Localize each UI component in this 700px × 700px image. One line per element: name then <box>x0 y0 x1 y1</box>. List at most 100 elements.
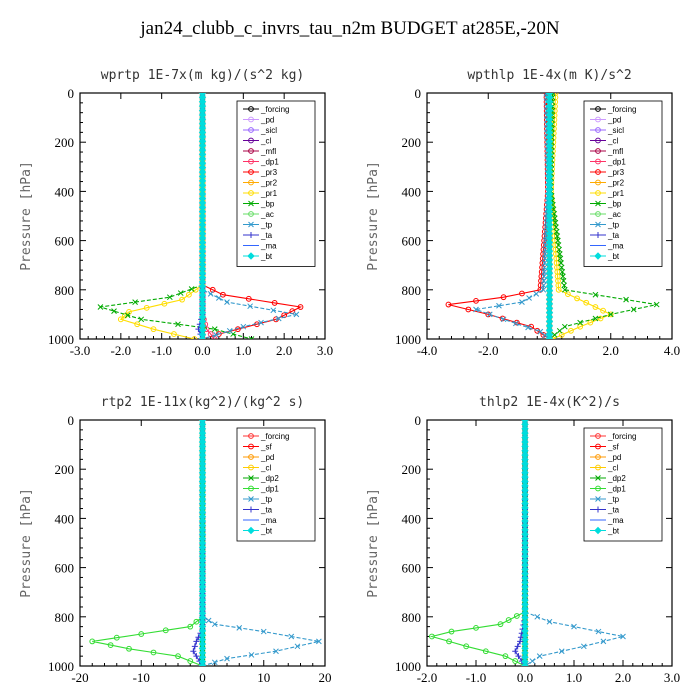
data-point-tp <box>540 278 547 284</box>
data-point-tp <box>595 628 602 635</box>
data-point-bp <box>124 312 131 319</box>
data-point-dp1 <box>89 638 96 645</box>
data-point-ta <box>190 648 197 655</box>
data-point-tp <box>293 311 300 318</box>
y-tick-label: 800 <box>55 283 75 298</box>
legend-label-forcing: _forcing <box>260 105 289 114</box>
data-point-bp <box>551 215 558 222</box>
legend: _forcing _pd_sicl _cl_mfl _dp1_pr3 _pr2_pr1 _… <box>236 100 316 267</box>
y-tick-label: 600 <box>55 561 75 576</box>
legend-label-sicl: _sicl <box>260 126 277 135</box>
x-tick-label: -20 <box>71 670 88 685</box>
legend-label-cl: _cl <box>607 464 618 473</box>
data-point-pr3 <box>519 290 525 297</box>
x-tick-label: -4.0 <box>417 343 438 358</box>
data-point-bp <box>553 228 560 235</box>
legend-marker-dp1 <box>595 158 601 165</box>
data-point-pr1 <box>574 295 580 302</box>
legend-marker-mfl <box>595 148 601 154</box>
data-point-pr3 <box>465 306 472 313</box>
data-point-tp <box>294 643 301 650</box>
legend-marker-pr2 <box>248 179 254 186</box>
data-point-pr3 <box>445 301 452 308</box>
data-point-tp <box>236 625 243 631</box>
series-line-bp <box>100 93 252 339</box>
data-point-pr1 <box>171 331 177 337</box>
y-tick-label: 200 <box>402 462 422 477</box>
data-point-tp <box>240 323 247 330</box>
x-tick-label: -2.0 <box>417 670 438 685</box>
x-tick-label: 1.0 <box>566 670 582 685</box>
data-point-tp <box>541 269 548 275</box>
data-point-dp1 <box>187 623 194 630</box>
legend-label-ma: _ma <box>607 242 624 251</box>
data-point-tp <box>275 315 282 322</box>
data-point-tp <box>542 332 548 339</box>
data-point-tp <box>512 320 519 327</box>
legend-marker-pd <box>595 116 601 123</box>
x-tick-label: 0.0 <box>194 343 210 358</box>
legend-label-bp: _bp <box>260 200 275 209</box>
data-point-dp1 <box>502 653 509 660</box>
x-tick-label: -1.0 <box>151 343 172 358</box>
legend-marker-tp <box>595 221 601 228</box>
data-point-tp <box>620 633 626 640</box>
legend-box <box>583 100 663 267</box>
y-tick-label: 1000 <box>395 332 421 347</box>
legend-marker-tp <box>248 221 254 228</box>
data-point-bp <box>630 306 637 313</box>
data-point-tp <box>529 658 536 664</box>
data-point-pr1 <box>150 326 157 333</box>
data-point-tp <box>288 633 295 640</box>
legend-label-cl: _cl <box>607 137 618 146</box>
data-point-bp <box>97 304 104 310</box>
x-tick-label: -2.0 <box>111 343 132 358</box>
legend-label-bt: _bt <box>260 527 273 536</box>
data-point-pr1 <box>597 315 604 322</box>
data-point-tp <box>473 306 479 313</box>
data-point-pr3 <box>297 304 304 310</box>
legend-marker-cl <box>248 137 254 144</box>
data-point-dp1 <box>175 653 181 660</box>
x-tick-label: -1.0 <box>466 670 487 685</box>
data-point-tp <box>316 638 322 645</box>
x-tick-label: 2.0 <box>276 343 292 358</box>
plot-frame <box>426 419 673 667</box>
legend-marker-pd <box>248 454 254 460</box>
series-group <box>97 93 304 339</box>
panel-title: wprtp 1E-7x(m kg)/(s^2 kg) <box>101 68 305 83</box>
legend-marker-cl <box>595 464 601 471</box>
data-point-tp <box>205 617 212 624</box>
legend-label-ta: _ta <box>260 231 273 240</box>
legend-marker-forcing <box>595 433 601 439</box>
legend-label-sf: _sf <box>260 443 272 452</box>
legend-label-dp2: _dp2 <box>607 474 626 483</box>
x-tick-label: 0 <box>199 670 206 685</box>
data-point-bp <box>592 291 599 298</box>
legend-label-dp1: _dp1 <box>607 485 626 494</box>
data-point-bp <box>653 301 660 308</box>
x-tick-label: 10 <box>257 670 270 685</box>
data-point-tp <box>224 299 230 305</box>
data-point-bp <box>560 278 567 284</box>
x-tick-label: 2.0 <box>603 343 619 358</box>
data-point-dp1 <box>512 658 519 664</box>
legend-marker-tp <box>595 496 601 502</box>
legend-label-cl: _cl <box>260 464 271 473</box>
legend-marker-sicl <box>595 127 601 133</box>
legend-label-bt: _bt <box>260 252 273 261</box>
data-point-bp <box>560 273 566 280</box>
legend-marker-dp2 <box>248 475 254 481</box>
data-point-bp <box>561 323 568 330</box>
data-point-tp <box>486 311 493 318</box>
data-point-bp <box>556 246 563 253</box>
y-tick-label: 0 <box>68 413 75 428</box>
legend-marker-pr3 <box>595 169 601 175</box>
data-point-bp <box>555 237 561 244</box>
data-point-ta <box>193 638 200 645</box>
legend-marker-ta <box>248 506 254 513</box>
legend-label-mfl: _mfl <box>260 147 276 156</box>
legend-marker-pd <box>248 116 254 123</box>
legend-label-pd: _pd <box>260 453 274 462</box>
data-point-bp <box>175 321 181 328</box>
